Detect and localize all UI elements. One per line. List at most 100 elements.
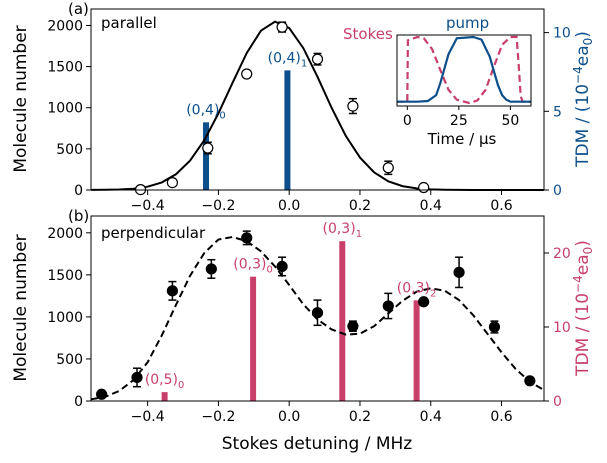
panel-a-bar-0 xyxy=(203,122,210,190)
panel-b-bar-label-main-2: (0,3) xyxy=(322,221,355,237)
inset-stokes-line xyxy=(397,35,531,105)
panel-a-y-tick-label-1: 500 xyxy=(56,142,83,158)
panel-b-fit-line xyxy=(90,235,545,401)
panel-b-y2label-exp: −4 xyxy=(571,275,585,293)
panel-b-bar-label-sub-2: 1 xyxy=(356,229,362,240)
panel-a-x-tick-label-1: −0.2 xyxy=(201,198,235,214)
panel-b-y-tick-label-3: 1500 xyxy=(47,268,83,284)
panel-b-bar-3 xyxy=(413,300,420,401)
panel-b-y2label-unit: ea xyxy=(573,254,593,275)
panel-b-point-11 xyxy=(488,321,501,333)
panel-b-y2-tick-label-1: 10 xyxy=(553,320,571,336)
panel-b-x-tick-label-4: 0.4 xyxy=(420,409,442,425)
panel-b-bar-label-sub-0: 0 xyxy=(178,380,184,391)
panel-b-bar-label-main-0: (0,5) xyxy=(145,372,178,388)
panel-b-bar-0 xyxy=(161,392,168,401)
inset-stokes-label: Stokes xyxy=(343,25,393,43)
panel-b-bar-label-main-3: (0,3) xyxy=(397,280,430,296)
panel-a-y2-tick-label-2: 10 xyxy=(553,26,571,42)
panel-a-point-4 xyxy=(276,21,288,33)
panel-a-bar-label-main-0: (0,4) xyxy=(186,102,219,118)
panel-a-bar-label-sub-0: 0 xyxy=(219,110,225,121)
panel-a-label: (a) xyxy=(68,0,89,18)
panel-b-bar-label-3: (0,3)2 xyxy=(397,280,437,299)
panel-b-y2label-main: TDM / (10 xyxy=(573,293,593,377)
panel-a-point-5 xyxy=(311,53,324,65)
panel-a-x-tick-label-4: 0.4 xyxy=(420,198,442,214)
panel-b-y2-ticks: 0 10 20 xyxy=(544,246,571,410)
panel-b-bar-1 xyxy=(250,276,257,401)
panel-a-y2label: TDM / (10−4ea0) xyxy=(571,31,595,168)
panel-a-point-3 xyxy=(241,68,253,80)
panel-a-y2label-sub: 0 xyxy=(581,38,595,46)
panel-a-y-ticks: 0 500 1000 1500 2000 xyxy=(47,18,91,199)
panel-b-label: (b) xyxy=(68,207,89,225)
panel-b-point-1 xyxy=(131,371,143,384)
panel-a-y-tick-label-4: 2000 xyxy=(47,18,83,34)
panel-b-x-tick-label-3: 0.2 xyxy=(349,409,371,425)
panel-a-bar-label-sub-1: 1 xyxy=(301,58,307,69)
panel-b-point-3 xyxy=(205,263,217,275)
panel-b-point-10 xyxy=(453,266,465,278)
panel-b-fit xyxy=(90,235,545,401)
inset-x-tick-label-2: 50 xyxy=(501,113,519,129)
panel-a-x-ticks: −0.4 −0.2 0.0 0.2 0.4 0.6 xyxy=(131,190,513,214)
panel-b-bar-label-sub-1: 0 xyxy=(267,265,273,276)
panel-b-y-ticks: 0 500 1000 1500 2000 xyxy=(47,226,91,410)
panel-a-bar-label-main-1: (0,4) xyxy=(268,50,301,66)
panel-a-point-2 xyxy=(202,142,214,154)
panel-b-point-12 xyxy=(524,375,536,387)
inset-pump-label: pump xyxy=(446,14,489,32)
panel-b-x-tick-label-2: 0.0 xyxy=(278,409,300,425)
panel-b-x-tick-label-5: 0.6 xyxy=(490,409,512,425)
panel-a-y-tick-label-0: 0 xyxy=(74,183,83,199)
panel-a-y-tick-label-2: 1000 xyxy=(47,101,83,117)
panel-b-y-tick-label-0: 0 xyxy=(74,394,83,410)
panel-a-bar-label-0: (0,4)0 xyxy=(186,102,226,121)
panel-b-bar-label-sub-3: 2 xyxy=(430,288,436,299)
panel-a-point-7 xyxy=(382,162,394,174)
panel-b-y-tick-label-1: 500 xyxy=(56,352,83,368)
panel-b-x-tick-label-0: −0.4 xyxy=(131,409,165,425)
panel-a-bar-label-1: (0,4)1 xyxy=(268,50,308,69)
panel-b-y-tick-label-2: 1000 xyxy=(47,310,83,326)
panel-b-annotation: perpendicular xyxy=(101,224,206,242)
inset-frame xyxy=(396,34,532,107)
panel-a-y2-ticks: 0 5 10 xyxy=(544,26,571,199)
shared-xlabel: Stokes detuning / MHz xyxy=(222,434,413,454)
panel-a-x-tick-label-3: 0.2 xyxy=(349,198,371,214)
inset-pump-line xyxy=(397,35,531,103)
panel-a-ylabel: Molecule number xyxy=(11,25,31,172)
panel-b-bar-label-1: (0,3)0 xyxy=(233,257,273,276)
inset-x-tick-label-1: 25 xyxy=(450,113,468,129)
panel-a-y2-tick-label-0: 0 xyxy=(553,183,562,199)
panel-a-bars xyxy=(203,70,291,190)
panel-a-points xyxy=(134,21,430,196)
panel-b-x-tick-label-1: −0.2 xyxy=(201,409,235,425)
panel-a-point-8 xyxy=(418,181,430,194)
panel-b-bar-2 xyxy=(339,241,346,401)
panel-b-point-7 xyxy=(347,320,359,332)
panel-b-point-5 xyxy=(276,260,288,273)
panel-a-x-tick-label-5: 0.6 xyxy=(490,198,512,214)
panel-a-y2label-exp: −4 xyxy=(571,66,585,84)
inset-xlabel: Time / μs xyxy=(427,130,497,148)
inset-pump-curve xyxy=(397,35,531,103)
inset-x-tick-label-0: 0 xyxy=(403,113,412,129)
panel-a-bar-1 xyxy=(284,70,291,190)
panel-a-point-1 xyxy=(166,176,178,189)
panel-a-bar-labels: (0,4)0(0,4)1 xyxy=(186,50,307,121)
inset: 0 25 50 Stokes pump Time / μs xyxy=(343,14,532,148)
panel-a-y2-tick-label-1: 5 xyxy=(553,104,562,120)
inset-x-ticks: 0 25 50 xyxy=(403,106,519,129)
panel-a-annotation: parallel xyxy=(101,14,157,32)
panel-b-point-8 xyxy=(382,300,394,312)
panel-b-points xyxy=(96,230,536,400)
inset-stokes-curve xyxy=(397,35,531,105)
panel-b-frame xyxy=(90,215,545,402)
panel-b-point-6 xyxy=(311,307,324,319)
panel-b-bar-labels: (0,5)0(0,3)0(0,3)1(0,3)2 xyxy=(145,221,437,391)
